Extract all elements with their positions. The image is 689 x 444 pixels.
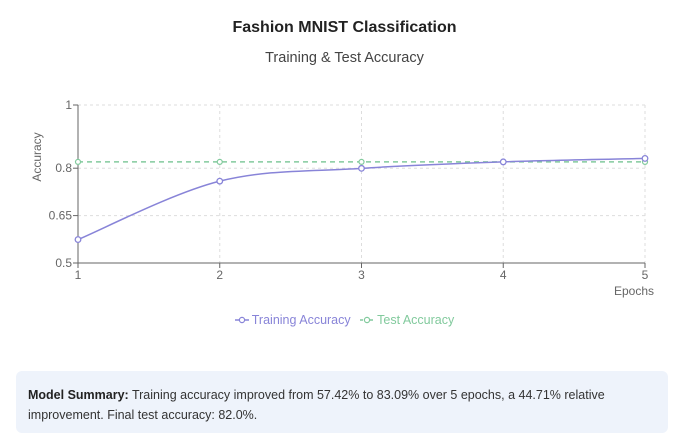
y-axis-title: Accuracy xyxy=(30,132,44,181)
x-tick-label: 1 xyxy=(75,268,82,282)
legend-label: Test Accuracy xyxy=(377,313,455,327)
chart-title: Fashion MNIST Classification xyxy=(232,19,457,36)
test-accuracy-point xyxy=(358,158,365,165)
x-tick-label: 3 xyxy=(358,268,365,282)
chart-legend: Training Accuracy Test Accuracy xyxy=(0,313,689,328)
summary-label: Model Summary: xyxy=(28,388,129,402)
legend-label: Training Accuracy xyxy=(251,313,351,327)
y-tick-label: 0.5 xyxy=(55,256,72,270)
test-accuracy-point xyxy=(74,158,82,165)
x-tick-label: 4 xyxy=(500,268,507,282)
x-tick-label: 2 xyxy=(216,268,223,282)
x-tick-label: 5 xyxy=(642,268,649,282)
training-accuracy-point xyxy=(641,154,649,162)
chart-subtitle: Training & Test Accuracy xyxy=(265,50,424,66)
training-accuracy-point xyxy=(358,164,365,172)
training-accuracy-point xyxy=(216,177,224,185)
legend-item-training[interactable]: Training Accuracy xyxy=(234,313,351,327)
model-summary-panel: Model Summary: Training accuracy improve… xyxy=(16,371,668,433)
legend-dashed-marker-icon xyxy=(360,316,375,324)
training-accuracy-point xyxy=(499,158,507,166)
legend-line-marker-icon xyxy=(234,316,249,324)
test-accuracy-point xyxy=(216,158,223,165)
training-accuracy-point xyxy=(74,236,82,244)
y-tick-label: 0.8 xyxy=(55,161,72,175)
summary-text: Training accuracy improved from 57.42% t… xyxy=(28,388,605,422)
y-tick-label: 1 xyxy=(65,98,72,112)
y-tick-label: 0.65 xyxy=(49,209,73,223)
legend-item-test[interactable]: Test Accuracy xyxy=(360,313,454,327)
accuracy-line-chart: 0.5 0.65 0.8 1 1 2 3 4 5 Accuracy Epochs xyxy=(30,98,654,298)
x-axis-title: Epochs xyxy=(614,284,654,298)
